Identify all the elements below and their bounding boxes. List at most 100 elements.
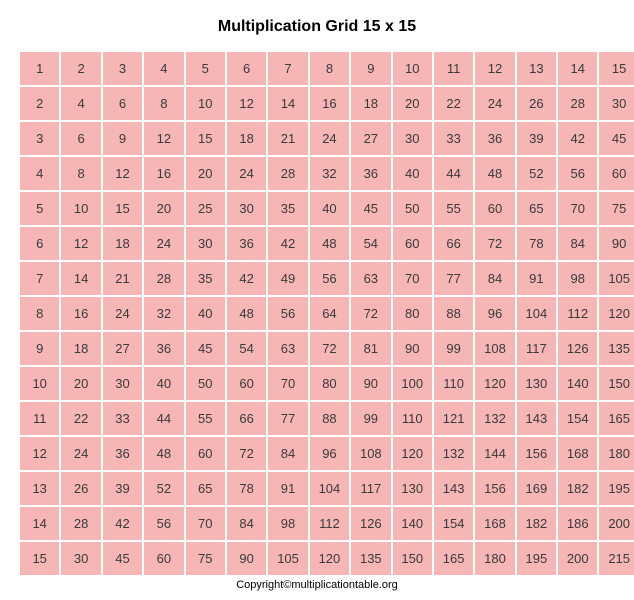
grid-cell: 56 [558,157,597,190]
grid-cell: 33 [103,402,142,435]
grid-cell: 144 [475,437,514,470]
grid-cell: 6 [103,87,142,120]
grid-cell: 156 [517,437,556,470]
grid-cell: 72 [351,297,390,330]
grid-cell: 35 [268,192,307,225]
grid-cell: 56 [268,297,307,330]
grid-cell: 30 [186,227,225,260]
page-container: Multiplication Grid 15 x 15 123456789101… [0,0,634,599]
grid-cell: 64 [310,297,349,330]
grid-cell: 42 [268,227,307,260]
grid-cell: 15 [599,52,634,85]
grid-cell: 215 [599,542,634,575]
grid-cell: 12 [144,122,183,155]
grid-cell: 44 [144,402,183,435]
grid-cell: 13 [20,472,59,505]
grid-cell: 112 [310,507,349,540]
grid-cell: 130 [517,367,556,400]
grid-cell: 20 [144,192,183,225]
grid-cell: 30 [599,87,634,120]
grid-cell: 195 [599,472,634,505]
grid-cell: 195 [517,542,556,575]
grid-cell: 120 [475,367,514,400]
grid-cell: 112 [558,297,597,330]
grid-cell: 80 [393,297,432,330]
grid-cell: 60 [144,542,183,575]
grid-cell: 24 [103,297,142,330]
grid-cell: 186 [558,507,597,540]
grid-cell: 10 [186,87,225,120]
grid-cell: 36 [351,157,390,190]
grid-cell: 78 [227,472,266,505]
grid-cell: 75 [186,542,225,575]
grid-cell: 32 [310,157,349,190]
grid-cell: 18 [103,227,142,260]
grid-cell: 33 [434,122,473,155]
grid-cell: 16 [310,87,349,120]
grid-cell: 99 [351,402,390,435]
multiplication-grid: 1234567891011121314152468101214161820222… [20,52,614,575]
grid-cell: 108 [351,437,390,470]
grid-cell: 154 [558,402,597,435]
grid-cell: 72 [310,332,349,365]
grid-cell: 9 [351,52,390,85]
grid-cell: 72 [475,227,514,260]
grid-cell: 18 [61,332,100,365]
grid-cell: 91 [268,472,307,505]
grid-cell: 5 [20,192,59,225]
grid-cell: 5 [186,52,225,85]
grid-cell: 104 [517,297,556,330]
grid-cell: 77 [268,402,307,435]
grid-cell: 150 [599,367,634,400]
grid-cell: 165 [434,542,473,575]
grid-cell: 110 [434,367,473,400]
grid-cell: 8 [310,52,349,85]
grid-cell: 30 [103,367,142,400]
grid-cell: 6 [20,227,59,260]
grid-cell: 120 [393,437,432,470]
grid-cell: 27 [351,122,390,155]
grid-cell: 90 [599,227,634,260]
grid-cell: 105 [599,262,634,295]
grid-cell: 50 [186,367,225,400]
grid-cell: 180 [475,542,514,575]
grid-cell: 140 [558,367,597,400]
grid-cell: 90 [227,542,266,575]
page-title: Multiplication Grid 15 x 15 [20,18,614,36]
grid-cell: 60 [227,367,266,400]
grid-cell: 20 [61,367,100,400]
grid-cell: 13 [517,52,556,85]
grid-cell: 55 [434,192,473,225]
grid-cell: 12 [475,52,514,85]
grid-cell: 14 [61,262,100,295]
grid-cell: 36 [144,332,183,365]
grid-cell: 117 [517,332,556,365]
grid-cell: 90 [351,367,390,400]
grid-cell: 99 [434,332,473,365]
grid-cell: 28 [144,262,183,295]
grid-cell: 81 [351,332,390,365]
grid-cell: 20 [393,87,432,120]
grid-cell: 48 [475,157,514,190]
grid-cell: 48 [227,297,266,330]
grid-cell: 60 [186,437,225,470]
grid-cell: 45 [103,542,142,575]
grid-cell: 182 [558,472,597,505]
grid-cell: 70 [393,262,432,295]
grid-cell: 8 [144,87,183,120]
grid-cell: 66 [434,227,473,260]
grid-cell: 143 [434,472,473,505]
grid-cell: 75 [599,192,634,225]
grid-cell: 44 [434,157,473,190]
grid-cell: 42 [558,122,597,155]
grid-cell: 16 [144,157,183,190]
grid-cell: 15 [20,542,59,575]
grid-cell: 35 [186,262,225,295]
grid-cell: 18 [227,122,266,155]
grid-cell: 130 [393,472,432,505]
grid-cell: 22 [434,87,473,120]
grid-cell: 56 [144,507,183,540]
grid-cell: 45 [186,332,225,365]
grid-cell: 12 [20,437,59,470]
grid-cell: 54 [227,332,266,365]
